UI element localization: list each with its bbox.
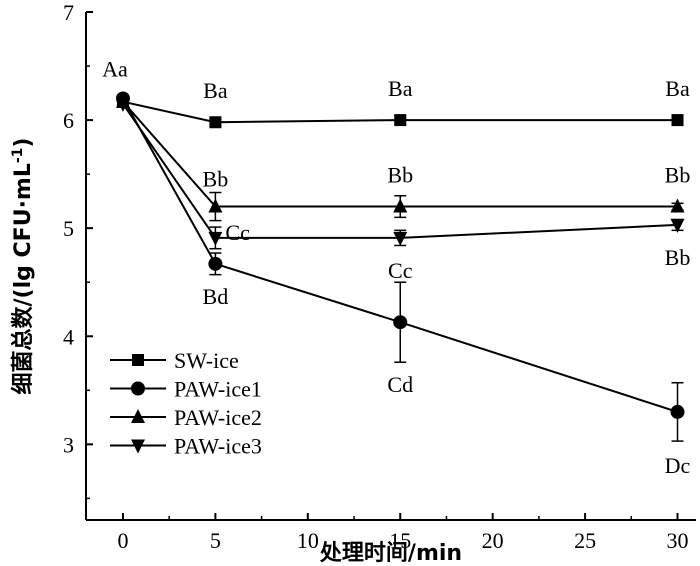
y-tick-label: 3	[63, 432, 74, 457]
data-point	[208, 231, 223, 246]
data-point	[671, 114, 684, 127]
data-point	[393, 198, 408, 213]
data-point	[394, 114, 407, 127]
series-line	[122, 101, 678, 208]
series-paw-ice2	[115, 93, 685, 222]
x-tick-label: 5	[210, 528, 221, 553]
data-point	[670, 404, 685, 419]
x-tick-label: 20	[482, 528, 504, 553]
y-tick-label: 7	[63, 0, 74, 25]
point-label: Ba	[203, 78, 228, 103]
legend-item: PAW-ice3	[110, 434, 262, 459]
point-label: Cc	[225, 220, 250, 245]
y-tick-label: 6	[63, 108, 74, 133]
legend-label: PAW-ice2	[174, 405, 262, 430]
series-line	[122, 97, 678, 413]
axis-ticks: 0 5 10 15 20 25 30 3 4 5 6 7	[63, 0, 689, 553]
legend-marker	[131, 409, 145, 423]
legend-item: PAW-ice2	[110, 405, 262, 430]
legend-label: PAW-ice1	[174, 377, 262, 402]
plot-area	[85, 12, 696, 521]
data-point	[670, 218, 685, 233]
x-axis-title: 处理时间/min	[319, 540, 462, 566]
data-point	[670, 198, 685, 213]
series-paw-ice3	[115, 97, 685, 250]
series-group	[115, 91, 685, 442]
data-point	[393, 315, 408, 330]
legend-item: PAW-ice1	[110, 377, 262, 402]
point-label: Ba	[665, 76, 690, 101]
y-tick-label: 5	[63, 216, 74, 241]
point-label: Bb	[665, 163, 691, 188]
data-point	[208, 256, 223, 271]
point-label: Bb	[387, 163, 413, 188]
point-label: Dc	[665, 453, 691, 478]
data-point	[393, 231, 408, 246]
legend-label: PAW-ice3	[174, 434, 262, 459]
point-label: Cc	[388, 258, 413, 283]
data-point	[115, 97, 130, 112]
x-tick-label: 30	[667, 528, 689, 553]
legend-marker	[131, 439, 145, 454]
point-label: Ba	[388, 76, 413, 101]
series-sw-ice	[116, 95, 684, 129]
point-labels: Ba Ba Ba Aa Bd Cd Dc Bb Bb Bb Cc Cc Bb	[102, 56, 690, 478]
y-tick-label: 4	[63, 324, 74, 349]
series-line	[122, 103, 678, 239]
x-tick-label: 15	[389, 528, 411, 553]
y-axis-title-end: )	[11, 137, 36, 147]
series-line	[122, 100, 678, 124]
point-label: Bb	[203, 167, 229, 192]
legend: SW-ice PAW-ice1 PAW-ice2 PAW-ice3	[110, 348, 262, 459]
legend-marker	[132, 354, 144, 366]
point-label: Bb	[665, 245, 691, 270]
legend-label: SW-ice	[174, 348, 239, 373]
data-point	[208, 198, 223, 213]
x-tick-label: 0	[117, 528, 128, 553]
legend-marker	[131, 381, 145, 396]
y-axis-title-sup: -1	[10, 148, 26, 164]
data-point	[209, 116, 222, 129]
point-label: Aa	[102, 56, 128, 81]
x-tick-label: 25	[574, 528, 596, 553]
y-axis-title-main: 细菌总数/(lg CFU·mL	[10, 163, 36, 394]
y-axis-title: 细菌总数/(lg CFU·mL-1)	[10, 137, 36, 394]
point-label: Cd	[387, 372, 413, 397]
point-label: Bd	[203, 284, 229, 309]
legend-item: SW-ice	[110, 348, 239, 373]
x-tick-label: 10	[297, 528, 319, 553]
